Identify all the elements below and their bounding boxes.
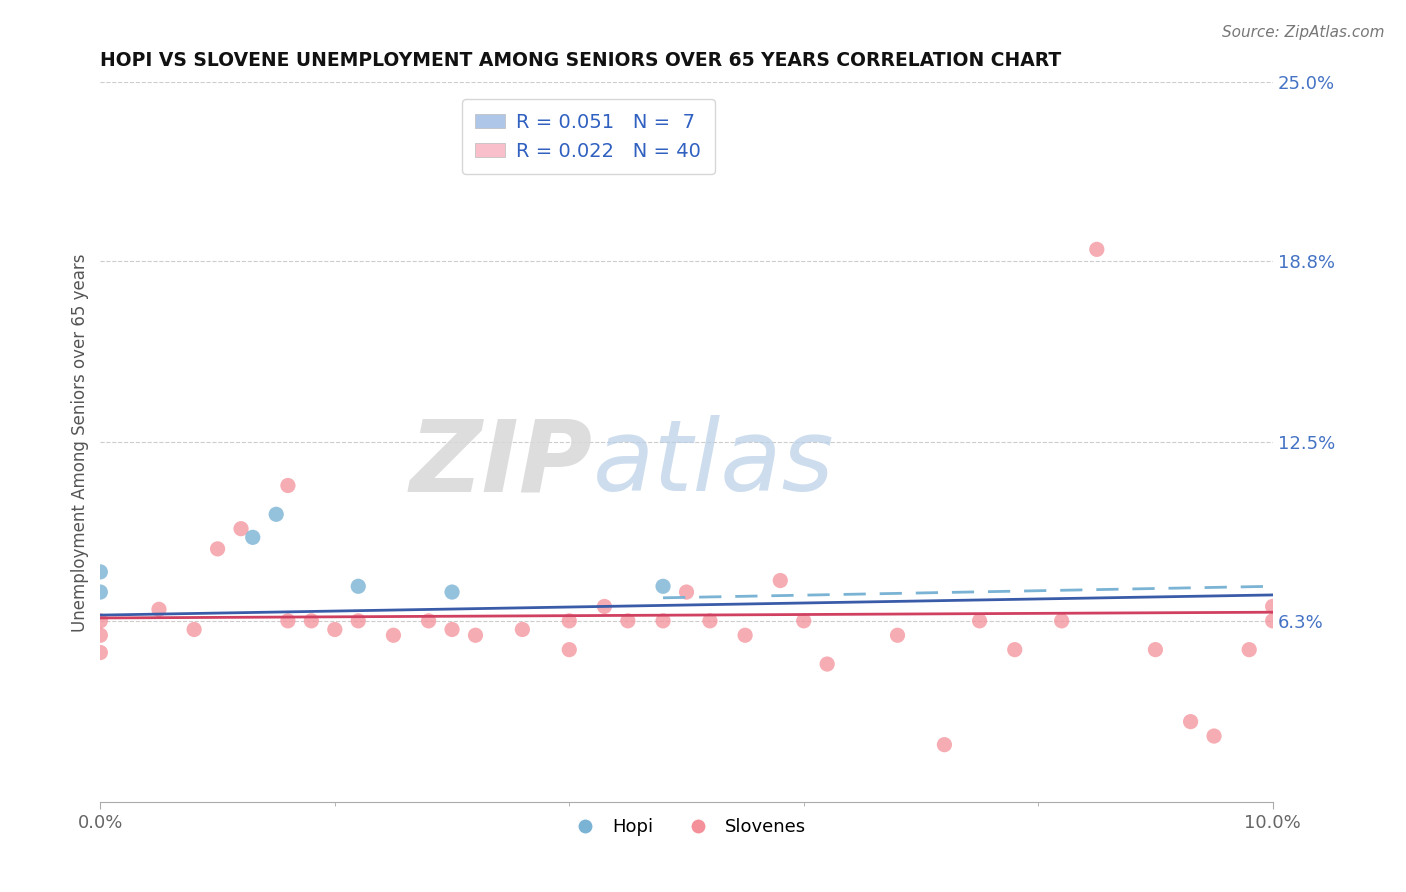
Point	[382, 628, 405, 642]
Text: ZIP: ZIP	[409, 416, 593, 512]
Point	[934, 738, 956, 752]
Point	[558, 614, 581, 628]
Point	[769, 574, 792, 588]
Point	[207, 541, 229, 556]
Point	[1261, 599, 1284, 614]
Point	[264, 508, 287, 522]
Point	[1004, 642, 1026, 657]
Point	[1085, 243, 1108, 257]
Text: HOPI VS SLOVENE UNEMPLOYMENT AMONG SENIORS OVER 65 YEARS CORRELATION CHART: HOPI VS SLOVENE UNEMPLOYMENT AMONG SENIO…	[100, 51, 1062, 70]
Point	[969, 614, 991, 628]
Point	[148, 602, 170, 616]
Point	[277, 614, 299, 628]
Point	[815, 657, 838, 671]
Point	[1202, 729, 1225, 743]
Point	[277, 478, 299, 492]
Point	[652, 614, 675, 628]
Point	[347, 614, 370, 628]
Point	[617, 614, 640, 628]
Point	[347, 579, 370, 593]
Point	[242, 530, 264, 544]
Point	[793, 614, 815, 628]
Point	[1144, 642, 1167, 657]
Point	[89, 628, 111, 642]
Point	[734, 628, 756, 642]
Point	[512, 623, 534, 637]
Point	[699, 614, 721, 628]
Point	[299, 614, 322, 628]
Point	[675, 585, 697, 599]
Point	[464, 628, 486, 642]
Point	[89, 565, 111, 579]
Point	[558, 642, 581, 657]
Point	[89, 585, 111, 599]
Legend: Hopi, Slovenes: Hopi, Slovenes	[560, 811, 814, 844]
Point	[441, 585, 464, 599]
Point	[323, 623, 346, 637]
Point	[1261, 614, 1284, 628]
Point	[229, 522, 252, 536]
Point	[418, 614, 440, 628]
Point	[886, 628, 908, 642]
Point	[183, 623, 205, 637]
Point	[652, 579, 675, 593]
Point	[1237, 642, 1260, 657]
Point	[1050, 614, 1073, 628]
Text: Source: ZipAtlas.com: Source: ZipAtlas.com	[1222, 25, 1385, 40]
Text: atlas: atlas	[593, 416, 834, 512]
Point	[89, 614, 111, 628]
Point	[1180, 714, 1202, 729]
Point	[89, 646, 111, 660]
Y-axis label: Unemployment Among Seniors over 65 years: Unemployment Among Seniors over 65 years	[72, 253, 89, 632]
Point	[593, 599, 616, 614]
Point	[441, 623, 464, 637]
